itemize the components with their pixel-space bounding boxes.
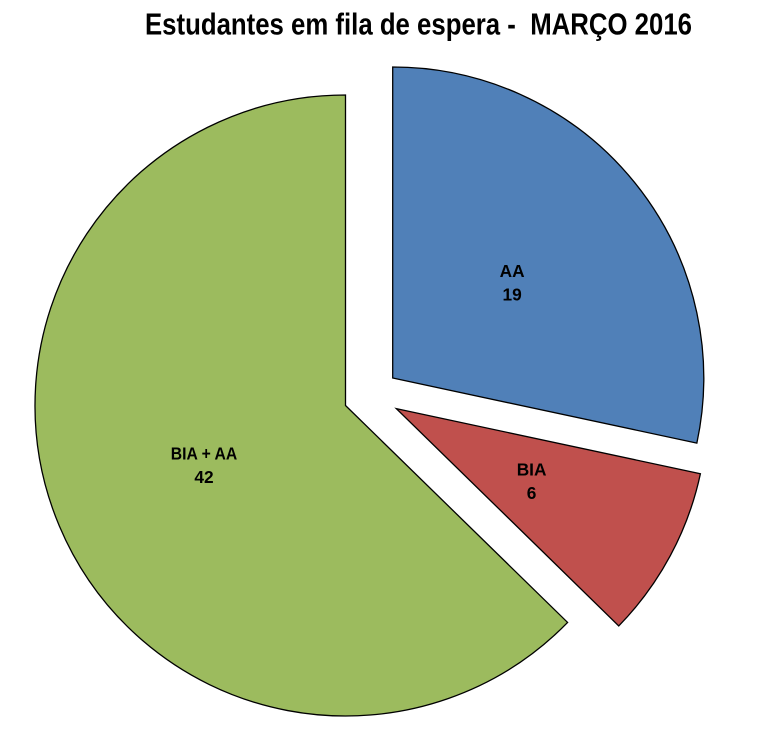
- svg-text:BIA: BIA: [517, 460, 547, 480]
- svg-text:6: 6: [527, 483, 537, 503]
- svg-text:Estudantes em fila de espera -: Estudantes em fila de espera - MARÇO 201…: [145, 7, 692, 42]
- svg-text:AA: AA: [500, 261, 525, 281]
- svg-text:19: 19: [502, 285, 521, 305]
- svg-text:BIA + AA: BIA + AA: [171, 444, 238, 464]
- svg-text:42: 42: [194, 467, 213, 487]
